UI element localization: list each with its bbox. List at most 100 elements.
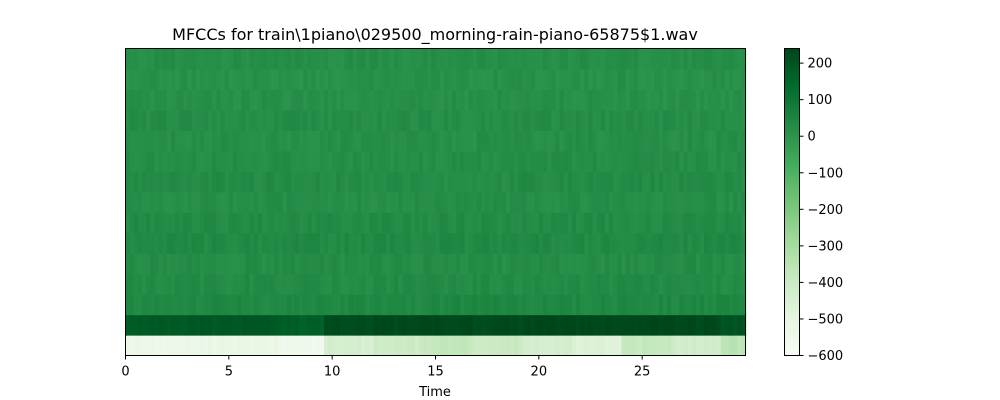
heatmap-cell xyxy=(266,89,271,111)
heatmap-cell xyxy=(179,150,184,172)
heatmap-cell xyxy=(340,68,346,91)
heatmap-cell xyxy=(129,68,135,91)
heatmap-cell xyxy=(654,150,660,172)
heatmap-cell xyxy=(410,335,416,357)
heatmap-cell xyxy=(191,150,197,172)
heatmap-cell xyxy=(286,212,292,234)
heatmap-cell xyxy=(204,273,209,295)
heatmap-cell xyxy=(175,150,180,172)
heatmap-cell xyxy=(679,191,685,213)
heatmap-cell xyxy=(125,335,131,357)
heatmap-cell xyxy=(150,191,156,213)
heatmap-cell xyxy=(542,109,548,131)
heatmap-cell xyxy=(162,232,168,254)
heatmap-cell xyxy=(290,150,296,172)
heatmap-cell xyxy=(497,130,503,152)
heatmap-cell xyxy=(460,294,466,316)
heatmap-cell xyxy=(712,48,718,70)
heatmap-cell xyxy=(638,253,643,275)
heatmap-cell xyxy=(666,273,672,295)
heatmap-cell xyxy=(724,150,730,172)
heatmap-cell xyxy=(654,314,660,336)
heatmap-cell xyxy=(427,191,432,213)
heatmap-cell xyxy=(336,191,342,213)
x-axis: 0 5 10 15 20 25 xyxy=(121,355,650,380)
heatmap-cell xyxy=(547,68,552,91)
heatmap-cell xyxy=(609,212,614,234)
heatmap-cell xyxy=(596,314,602,336)
heatmap-cell xyxy=(377,48,383,70)
heatmap-cell xyxy=(456,273,461,295)
heatmap-cell xyxy=(394,253,399,275)
heatmap-cell xyxy=(418,150,424,172)
heatmap-cell xyxy=(724,212,730,234)
heatmap-cell xyxy=(720,89,726,111)
heatmap-cell xyxy=(456,232,461,254)
heatmap-cell xyxy=(452,150,457,172)
heatmap-cell xyxy=(609,150,614,172)
heatmap-cell xyxy=(708,191,714,213)
heatmap-cell xyxy=(356,48,362,70)
heatmap-cell xyxy=(332,232,337,254)
heatmap-cell xyxy=(480,150,486,172)
heatmap-cell xyxy=(125,294,131,316)
heatmap-cell xyxy=(555,109,561,131)
heatmap-cell xyxy=(600,150,606,172)
heatmap-cell xyxy=(724,232,730,254)
heatmap-cell xyxy=(683,171,689,193)
heatmap-cell xyxy=(728,48,734,70)
heatmap-cell xyxy=(257,335,263,357)
heatmap-cell xyxy=(588,68,594,91)
heatmap-cell xyxy=(352,89,358,111)
heatmap-cell xyxy=(394,68,399,91)
heatmap-cell xyxy=(675,89,680,111)
heatmap-cell xyxy=(166,130,172,152)
heatmap-cell xyxy=(170,314,176,336)
heatmap-cell xyxy=(509,171,515,193)
heatmap-cell xyxy=(596,212,602,234)
heatmap-cell xyxy=(385,212,391,234)
heatmap-cell xyxy=(278,212,284,234)
heatmap-cell xyxy=(402,212,408,234)
heatmap-cell xyxy=(691,191,697,213)
heatmap-cell xyxy=(241,273,246,295)
heatmap-cell xyxy=(241,294,246,316)
heatmap-cell xyxy=(406,109,412,131)
heatmap-cell xyxy=(505,232,511,254)
heatmap-cell xyxy=(154,253,160,275)
heatmap-cell xyxy=(274,253,280,275)
heatmap-cell xyxy=(328,89,333,111)
heatmap-cell xyxy=(290,335,296,357)
heatmap-cell xyxy=(542,68,548,91)
heatmap-cell xyxy=(485,89,490,111)
heatmap-cell xyxy=(398,212,404,234)
heatmap-cell xyxy=(679,273,685,295)
heatmap-cell xyxy=(675,48,680,70)
heatmap-cell xyxy=(278,89,284,111)
heatmap-cell xyxy=(290,253,296,275)
heatmap-cell xyxy=(261,48,267,70)
heatmap-cell xyxy=(691,130,697,152)
heatmap-cell xyxy=(245,232,251,254)
heatmap-cell xyxy=(365,191,370,213)
heatmap-cell xyxy=(675,294,680,316)
heatmap-cell xyxy=(154,273,160,295)
heatmap-cell xyxy=(489,48,494,70)
heatmap-cell xyxy=(282,212,288,234)
heatmap-cell xyxy=(431,89,437,111)
heatmap-cell xyxy=(712,253,718,275)
heatmap-cell xyxy=(687,48,693,70)
heatmap-cell xyxy=(365,212,370,234)
heatmap-cell xyxy=(245,150,251,172)
heatmap-cell xyxy=(505,89,511,111)
heatmap-cell xyxy=(472,253,478,275)
heatmap-cell xyxy=(431,232,437,254)
heatmap-cell xyxy=(567,68,573,91)
heatmap-cell xyxy=(158,253,164,275)
heatmap-cell xyxy=(146,294,151,316)
heatmap-cell xyxy=(456,48,461,70)
heatmap-cell xyxy=(150,130,156,152)
heatmap-cell xyxy=(336,171,342,193)
heatmap-cell xyxy=(704,294,709,316)
heatmap-cell xyxy=(369,89,375,111)
